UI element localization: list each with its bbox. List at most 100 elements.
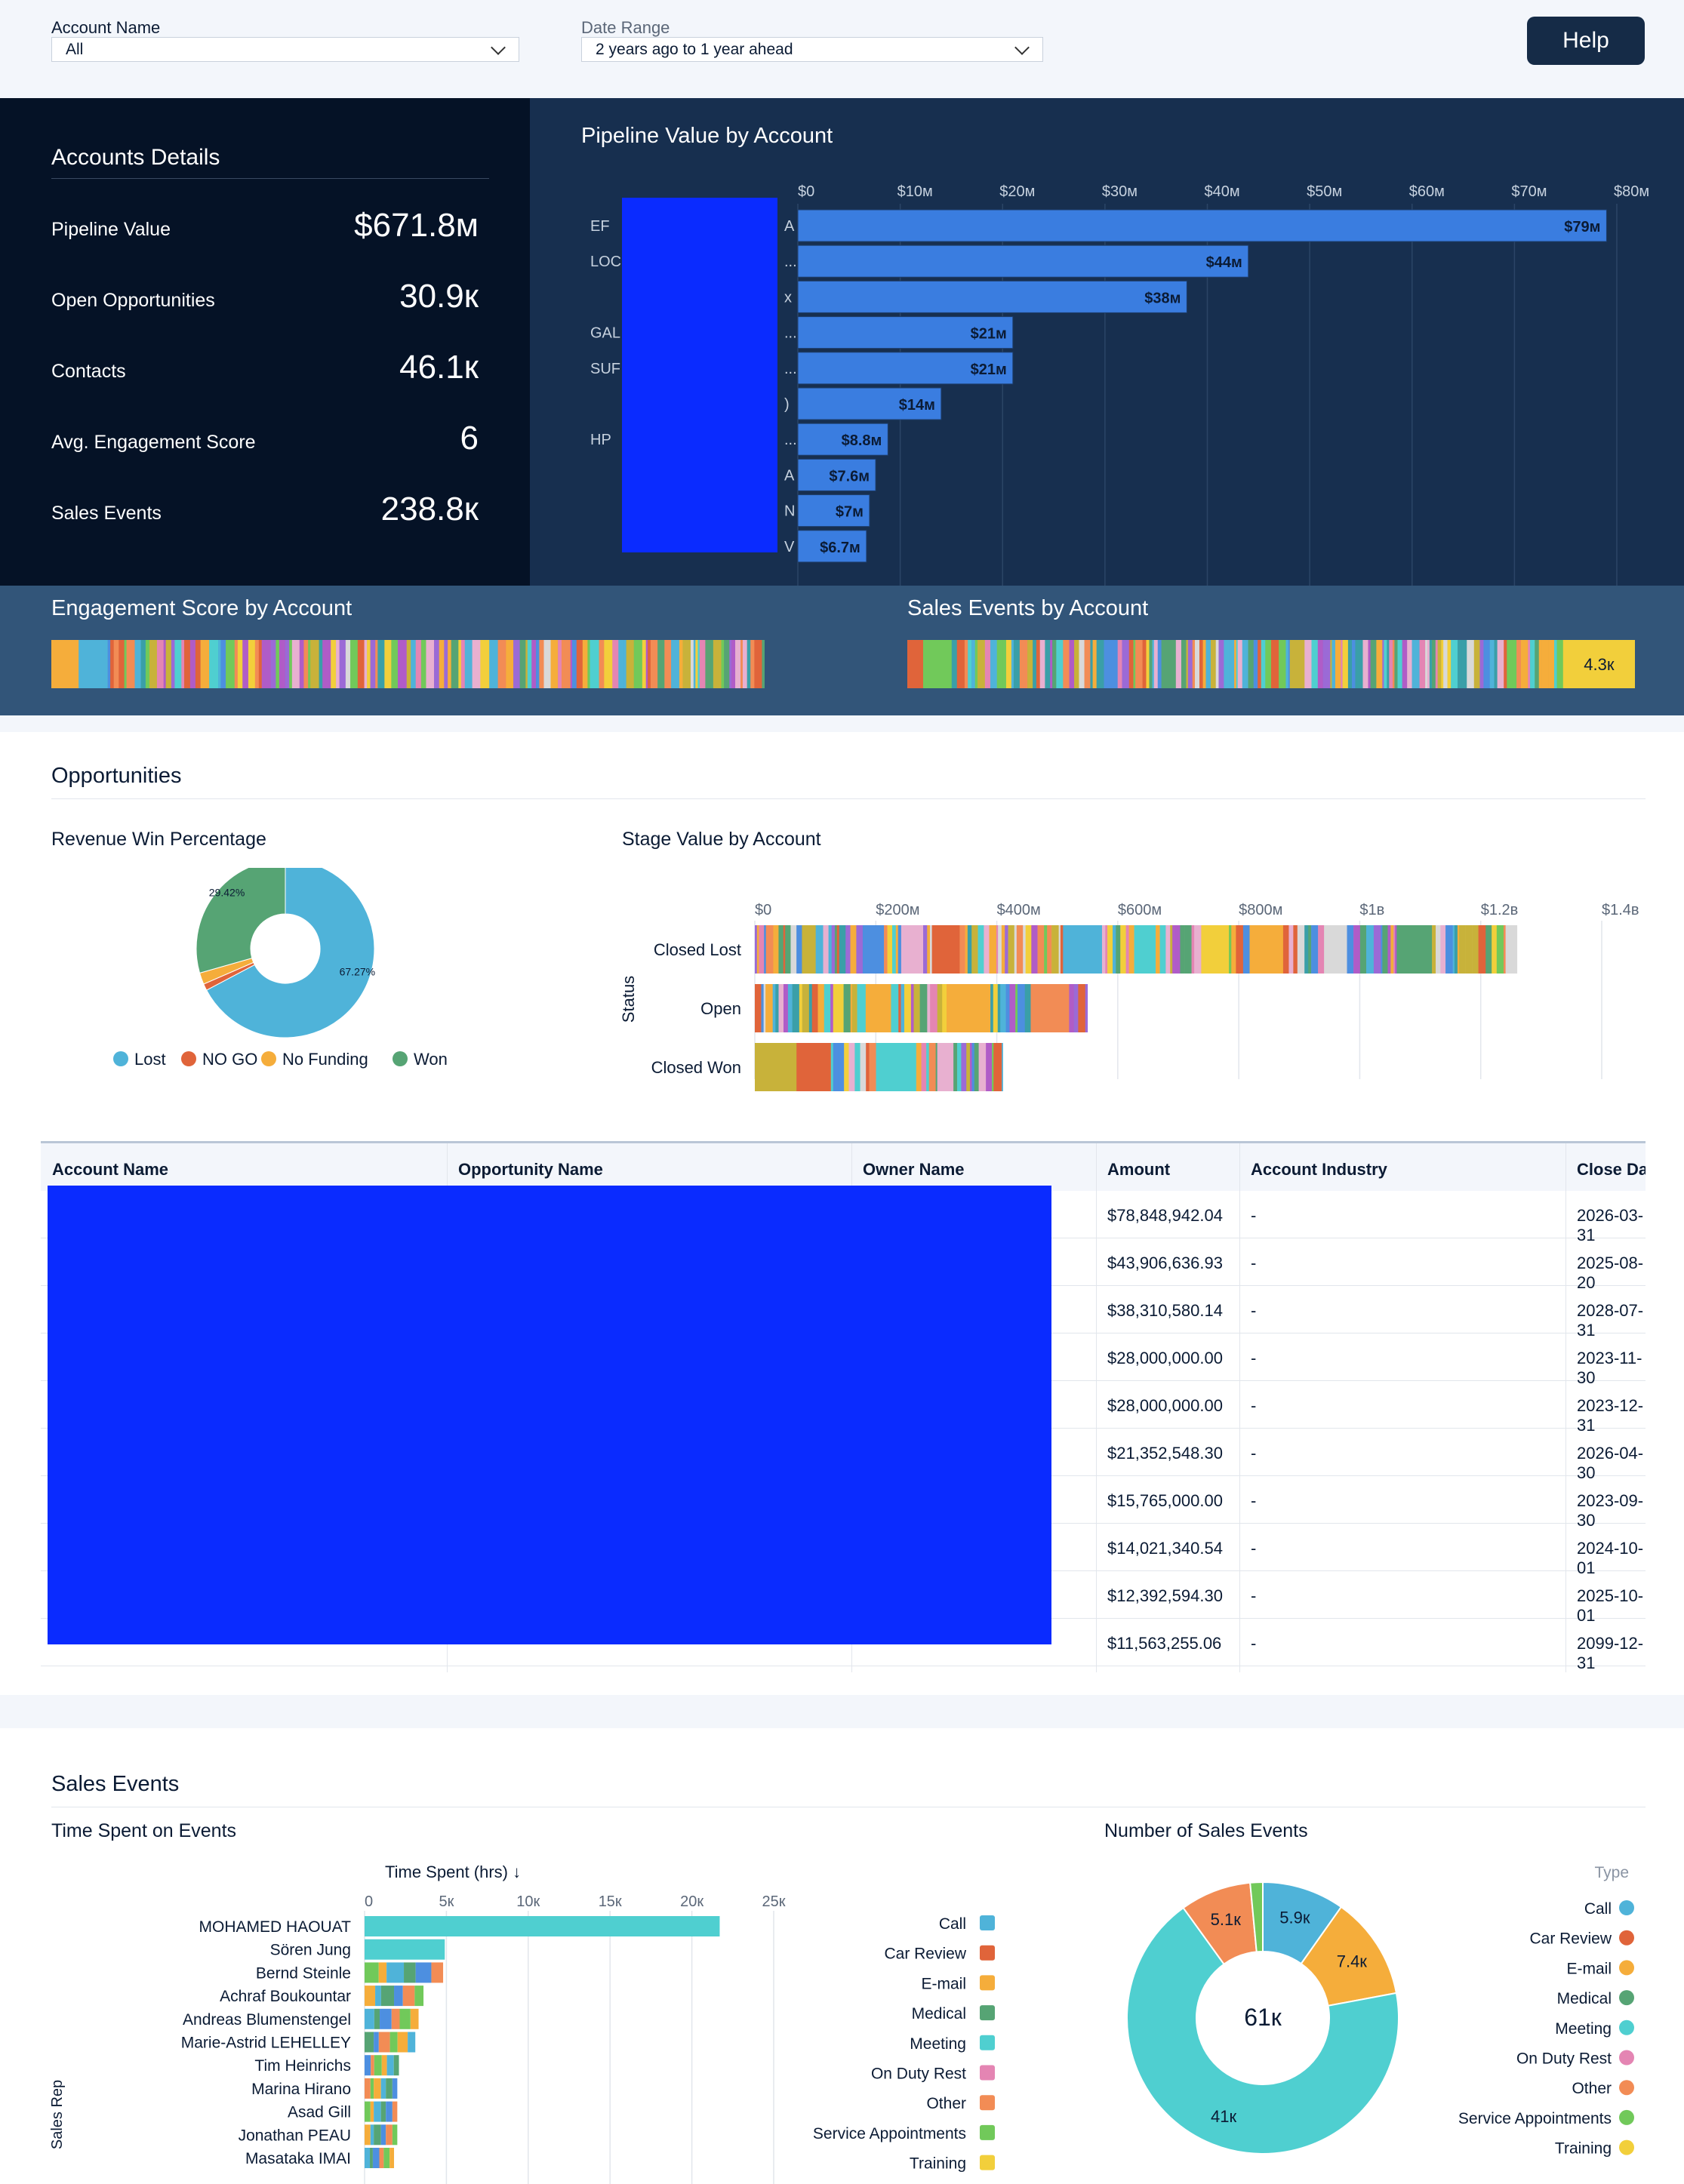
strip-segment[interactable]: [1224, 640, 1230, 688]
stage-segment[interactable]: [957, 1043, 962, 1091]
strip-segment[interactable]: [226, 640, 236, 688]
stage-segment[interactable]: [1165, 925, 1171, 974]
column-header[interactable]: Amount: [1107, 1160, 1171, 1179]
stage-segment[interactable]: [755, 925, 758, 974]
stage-segment[interactable]: [850, 984, 853, 1032]
stage-segment[interactable]: [796, 925, 802, 974]
strip-segment[interactable]: [612, 640, 619, 688]
strip-segment[interactable]: [1090, 640, 1093, 688]
strip-segment[interactable]: [448, 640, 452, 688]
stage-segment[interactable]: [817, 984, 825, 1032]
strip-segment[interactable]: [1397, 640, 1402, 688]
stage-segment[interactable]: [1454, 925, 1458, 974]
stage-segment[interactable]: [828, 925, 833, 974]
stage-segment[interactable]: [1191, 925, 1195, 974]
strip-segment[interactable]: [406, 640, 411, 688]
pipeline-bar[interactable]: [797, 209, 1607, 242]
strip-segment[interactable]: [1237, 640, 1243, 688]
strip-segment[interactable]: [460, 640, 466, 688]
strip-segment[interactable]: [693, 640, 696, 688]
stage-segment[interactable]: [1324, 925, 1347, 974]
strip-segment[interactable]: [1246, 640, 1248, 688]
strip-segment[interactable]: [539, 640, 544, 688]
strip-segment[interactable]: [964, 640, 968, 688]
stage-segment[interactable]: [876, 1043, 917, 1091]
stage-segment[interactable]: [1058, 925, 1061, 974]
legend-label[interactable]: E-mail: [921, 1975, 966, 1992]
time-bar-segment[interactable]: [378, 2032, 390, 2053]
time-bar-segment[interactable]: [391, 2008, 400, 2029]
stage-segment[interactable]: [856, 925, 864, 974]
strip-segment[interactable]: [472, 640, 481, 688]
strip-segment[interactable]: [1296, 640, 1305, 688]
strip-segment[interactable]: [426, 640, 435, 688]
strip-segment[interactable]: [664, 640, 672, 688]
stage-segment[interactable]: [1318, 925, 1325, 974]
stage-segment[interactable]: [1170, 925, 1173, 974]
time-bar-segment[interactable]: [365, 2101, 371, 2122]
strip-segment[interactable]: [1153, 640, 1159, 688]
legend-label[interactable]: Meeting: [910, 2035, 966, 2053]
stage-segment[interactable]: [887, 925, 893, 974]
strip-segment[interactable]: [642, 640, 647, 688]
stage-segment[interactable]: [1396, 925, 1433, 974]
strip-segment[interactable]: [1152, 640, 1155, 688]
strip-segment[interactable]: [303, 640, 309, 688]
stage-segment[interactable]: [808, 925, 816, 974]
strip-segment[interactable]: [1556, 640, 1564, 688]
strip-segment[interactable]: [754, 640, 762, 688]
stage-segment[interactable]: [1194, 925, 1202, 974]
strip-segment[interactable]: [1234, 640, 1237, 688]
time-bar-segment[interactable]: [392, 2101, 398, 2122]
strip-segment[interactable]: [1122, 640, 1130, 688]
stage-segment[interactable]: [926, 1043, 930, 1091]
strip-segment[interactable]: [1376, 640, 1383, 688]
time-bar-segment[interactable]: [380, 1986, 395, 2007]
strip-segment[interactable]: [1419, 640, 1422, 688]
stage-segment[interactable]: [1069, 984, 1075, 1032]
strip-segment[interactable]: [907, 640, 924, 688]
strip-segment[interactable]: [1362, 640, 1368, 688]
strip-segment[interactable]: [1342, 640, 1349, 688]
strip-segment[interactable]: [543, 640, 551, 688]
strip-segment[interactable]: [1368, 640, 1371, 688]
stage-segment[interactable]: [866, 1043, 870, 1091]
time-bar-segment[interactable]: [374, 2032, 379, 2053]
strip-segment[interactable]: [1229, 640, 1235, 688]
time-bar-segment[interactable]: [386, 2101, 393, 2122]
stage-segment[interactable]: [990, 984, 994, 1032]
stage-segment[interactable]: [921, 1043, 927, 1091]
time-bar-segment[interactable]: [383, 2148, 390, 2168]
time-bar-segment[interactable]: [386, 2055, 394, 2076]
stage-segment[interactable]: [1005, 984, 1010, 1032]
strip-segment[interactable]: [1285, 640, 1289, 688]
stage-segment[interactable]: [1120, 925, 1126, 974]
stage-segment[interactable]: [927, 925, 931, 974]
legend-label[interactable]: Car Review: [1529, 1930, 1612, 1948]
stage-segment[interactable]: [948, 984, 991, 1032]
legend-label[interactable]: Medical: [912, 2005, 966, 2023]
strip-segment[interactable]: [451, 640, 459, 688]
strip-segment[interactable]: [721, 640, 725, 688]
strip-segment[interactable]: [1483, 640, 1490, 688]
strip-segment[interactable]: [682, 640, 691, 688]
strip-segment[interactable]: [1394, 640, 1398, 688]
strip-segment[interactable]: [434, 640, 440, 688]
stage-segment[interactable]: [783, 925, 786, 974]
strip-segment[interactable]: [458, 640, 462, 688]
stage-segment[interactable]: [1128, 925, 1134, 974]
strip-segment[interactable]: [1045, 640, 1051, 688]
time-bar-segment[interactable]: [392, 2124, 398, 2146]
stage-segment[interactable]: [928, 1043, 936, 1091]
stage-segment[interactable]: [1381, 925, 1383, 974]
stage-segment[interactable]: [1101, 925, 1106, 974]
strip-segment[interactable]: [1528, 640, 1531, 688]
strip-segment[interactable]: [1279, 640, 1286, 688]
strip-segment[interactable]: [1027, 640, 1033, 688]
strip-segment[interactable]: [1019, 640, 1028, 688]
time-bar-segment[interactable]: [365, 2078, 371, 2099]
stage-segment[interactable]: [811, 984, 818, 1032]
strip-segment[interactable]: [1384, 640, 1387, 688]
stage-segment[interactable]: [884, 925, 888, 974]
stage-segment[interactable]: [765, 984, 773, 1032]
